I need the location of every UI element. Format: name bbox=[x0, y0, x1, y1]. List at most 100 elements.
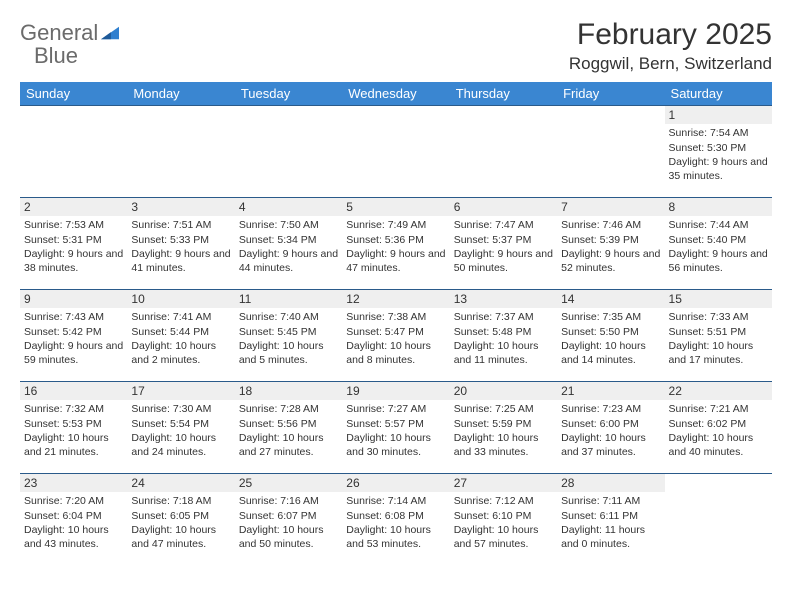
calendar-cell: 4Sunrise: 7:50 AMSunset: 5:34 PMDaylight… bbox=[235, 198, 342, 290]
day-number: 6 bbox=[450, 198, 557, 216]
day-data: Sunrise: 7:30 AMSunset: 5:54 PMDaylight:… bbox=[127, 400, 234, 463]
day-number: 15 bbox=[665, 290, 772, 308]
day-data: Sunrise: 7:51 AMSunset: 5:33 PMDaylight:… bbox=[127, 216, 234, 279]
daylight: Daylight: 9 hours and 47 minutes. bbox=[346, 247, 445, 275]
sunrise: Sunrise: 7:23 AM bbox=[561, 402, 660, 416]
calendar-cell: 19Sunrise: 7:27 AMSunset: 5:57 PMDayligh… bbox=[342, 382, 449, 474]
calendar-cell: 15Sunrise: 7:33 AMSunset: 5:51 PMDayligh… bbox=[665, 290, 772, 382]
sunset: Sunset: 5:47 PM bbox=[346, 325, 445, 339]
day-data: Sunrise: 7:37 AMSunset: 5:48 PMDaylight:… bbox=[450, 308, 557, 371]
day-number: 16 bbox=[20, 382, 127, 400]
day-data: Sunrise: 7:43 AMSunset: 5:42 PMDaylight:… bbox=[20, 308, 127, 371]
day-number: 26 bbox=[342, 474, 449, 492]
sunset: Sunset: 5:45 PM bbox=[239, 325, 338, 339]
day-data: Sunrise: 7:21 AMSunset: 6:02 PMDaylight:… bbox=[665, 400, 772, 463]
day-data: Sunrise: 7:40 AMSunset: 5:45 PMDaylight:… bbox=[235, 308, 342, 371]
day-number: 17 bbox=[127, 382, 234, 400]
day-data: Sunrise: 7:54 AMSunset: 5:30 PMDaylight:… bbox=[665, 124, 772, 187]
sunset: Sunset: 5:39 PM bbox=[561, 233, 660, 247]
day-number: 23 bbox=[20, 474, 127, 492]
sunrise: Sunrise: 7:38 AM bbox=[346, 310, 445, 324]
calendar-table: Sunday Monday Tuesday Wednesday Thursday… bbox=[20, 82, 772, 566]
sunrise: Sunrise: 7:12 AM bbox=[454, 494, 553, 508]
sunset: Sunset: 6:07 PM bbox=[239, 509, 338, 523]
daylight: Daylight: 10 hours and 43 minutes. bbox=[24, 523, 123, 551]
calendar-cell: 9Sunrise: 7:43 AMSunset: 5:42 PMDaylight… bbox=[20, 290, 127, 382]
sunset: Sunset: 6:08 PM bbox=[346, 509, 445, 523]
day-number: 8 bbox=[665, 198, 772, 216]
sunrise: Sunrise: 7:49 AM bbox=[346, 218, 445, 232]
calendar-row: 16Sunrise: 7:32 AMSunset: 5:53 PMDayligh… bbox=[20, 382, 772, 474]
sunset: Sunset: 6:04 PM bbox=[24, 509, 123, 523]
title-block: February 2025 Roggwil, Bern, Switzerland bbox=[569, 18, 772, 74]
sunset: Sunset: 6:11 PM bbox=[561, 509, 660, 523]
day-number: 2 bbox=[20, 198, 127, 216]
daylight: Daylight: 10 hours and 21 minutes. bbox=[24, 431, 123, 459]
day-number: 18 bbox=[235, 382, 342, 400]
calendar-cell: 13Sunrise: 7:37 AMSunset: 5:48 PMDayligh… bbox=[450, 290, 557, 382]
sunrise: Sunrise: 7:11 AM bbox=[561, 494, 660, 508]
calendar-cell: 12Sunrise: 7:38 AMSunset: 5:47 PMDayligh… bbox=[342, 290, 449, 382]
sunrise: Sunrise: 7:33 AM bbox=[669, 310, 768, 324]
sunrise: Sunrise: 7:41 AM bbox=[131, 310, 230, 324]
calendar-head: Sunday Monday Tuesday Wednesday Thursday… bbox=[20, 82, 772, 106]
sunrise: Sunrise: 7:37 AM bbox=[454, 310, 553, 324]
calendar-cell bbox=[665, 474, 772, 566]
sunrise: Sunrise: 7:54 AM bbox=[669, 126, 768, 140]
calendar-body: 1Sunrise: 7:54 AMSunset: 5:30 PMDaylight… bbox=[20, 106, 772, 566]
calendar-cell: 24Sunrise: 7:18 AMSunset: 6:05 PMDayligh… bbox=[127, 474, 234, 566]
sunset: Sunset: 5:40 PM bbox=[669, 233, 768, 247]
daylight: Daylight: 10 hours and 33 minutes. bbox=[454, 431, 553, 459]
daylight: Daylight: 10 hours and 17 minutes. bbox=[669, 339, 768, 367]
sunset: Sunset: 6:02 PM bbox=[669, 417, 768, 431]
day-data: Sunrise: 7:46 AMSunset: 5:39 PMDaylight:… bbox=[557, 216, 664, 279]
daylight: Daylight: 10 hours and 2 minutes. bbox=[131, 339, 230, 367]
daylight: Daylight: 10 hours and 11 minutes. bbox=[454, 339, 553, 367]
calendar-row: 23Sunrise: 7:20 AMSunset: 6:04 PMDayligh… bbox=[20, 474, 772, 566]
sunrise: Sunrise: 7:32 AM bbox=[24, 402, 123, 416]
daylight: Daylight: 9 hours and 38 minutes. bbox=[24, 247, 123, 275]
sunrise: Sunrise: 7:35 AM bbox=[561, 310, 660, 324]
sunrise: Sunrise: 7:47 AM bbox=[454, 218, 553, 232]
day-data: Sunrise: 7:23 AMSunset: 6:00 PMDaylight:… bbox=[557, 400, 664, 463]
day-number: 10 bbox=[127, 290, 234, 308]
daylight: Daylight: 10 hours and 5 minutes. bbox=[239, 339, 338, 367]
sunrise: Sunrise: 7:50 AM bbox=[239, 218, 338, 232]
sunset: Sunset: 5:42 PM bbox=[24, 325, 123, 339]
location: Roggwil, Bern, Switzerland bbox=[569, 54, 772, 74]
sunset: Sunset: 5:59 PM bbox=[454, 417, 553, 431]
calendar-cell: 25Sunrise: 7:16 AMSunset: 6:07 PMDayligh… bbox=[235, 474, 342, 566]
sunset: Sunset: 6:00 PM bbox=[561, 417, 660, 431]
calendar-cell: 22Sunrise: 7:21 AMSunset: 6:02 PMDayligh… bbox=[665, 382, 772, 474]
day-data: Sunrise: 7:38 AMSunset: 5:47 PMDaylight:… bbox=[342, 308, 449, 371]
day-data: Sunrise: 7:20 AMSunset: 6:04 PMDaylight:… bbox=[20, 492, 127, 555]
weekday-header: Sunday bbox=[20, 82, 127, 106]
sunrise: Sunrise: 7:53 AM bbox=[24, 218, 123, 232]
day-data: Sunrise: 7:18 AMSunset: 6:05 PMDaylight:… bbox=[127, 492, 234, 555]
day-data: Sunrise: 7:14 AMSunset: 6:08 PMDaylight:… bbox=[342, 492, 449, 555]
sunset: Sunset: 5:48 PM bbox=[454, 325, 553, 339]
sunset: Sunset: 5:36 PM bbox=[346, 233, 445, 247]
calendar-cell: 2Sunrise: 7:53 AMSunset: 5:31 PMDaylight… bbox=[20, 198, 127, 290]
header: General Blue February 2025 Roggwil, Bern… bbox=[20, 18, 772, 74]
calendar-cell bbox=[20, 106, 127, 198]
day-number: 3 bbox=[127, 198, 234, 216]
weekday-header: Thursday bbox=[450, 82, 557, 106]
day-number: 25 bbox=[235, 474, 342, 492]
sunrise: Sunrise: 7:20 AM bbox=[24, 494, 123, 508]
calendar-cell: 21Sunrise: 7:23 AMSunset: 6:00 PMDayligh… bbox=[557, 382, 664, 474]
calendar-cell: 1Sunrise: 7:54 AMSunset: 5:30 PMDaylight… bbox=[665, 106, 772, 198]
day-data: Sunrise: 7:53 AMSunset: 5:31 PMDaylight:… bbox=[20, 216, 127, 279]
calendar-cell: 18Sunrise: 7:28 AMSunset: 5:56 PMDayligh… bbox=[235, 382, 342, 474]
sunset: Sunset: 5:44 PM bbox=[131, 325, 230, 339]
sunrise: Sunrise: 7:18 AM bbox=[131, 494, 230, 508]
month-title: February 2025 bbox=[569, 18, 772, 52]
weekday-header: Wednesday bbox=[342, 82, 449, 106]
calendar-cell bbox=[342, 106, 449, 198]
day-number: 21 bbox=[557, 382, 664, 400]
day-data: Sunrise: 7:50 AMSunset: 5:34 PMDaylight:… bbox=[235, 216, 342, 279]
day-data: Sunrise: 7:25 AMSunset: 5:59 PMDaylight:… bbox=[450, 400, 557, 463]
daylight: Daylight: 9 hours and 44 minutes. bbox=[239, 247, 338, 275]
calendar-cell: 5Sunrise: 7:49 AMSunset: 5:36 PMDaylight… bbox=[342, 198, 449, 290]
day-number: 12 bbox=[342, 290, 449, 308]
